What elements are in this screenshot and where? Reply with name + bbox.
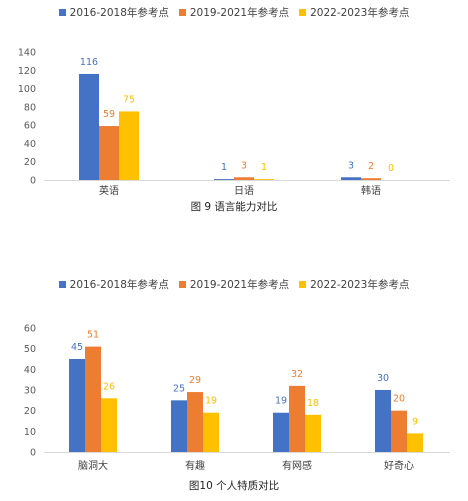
bar bbox=[391, 410, 407, 452]
category-label: 英语 bbox=[99, 184, 119, 197]
data-label: 59 bbox=[103, 109, 115, 120]
legend-item: 2022-2023年参考点 bbox=[299, 5, 409, 20]
category-label: 日语 bbox=[234, 185, 254, 197]
y-tick-label: 50 bbox=[24, 344, 36, 355]
y-tick-label: 30 bbox=[24, 386, 36, 397]
legend-label: 2016-2018年参考点 bbox=[69, 278, 169, 291]
bar bbox=[101, 398, 117, 452]
bar bbox=[99, 126, 119, 180]
bar bbox=[69, 359, 85, 452]
personal-traits-chart: 0 10 20 30 40 50 60 45 51 26 脑洞大 25 29 19 有趣 19 32 18 有网感 3… bbox=[24, 324, 450, 472]
bar bbox=[341, 177, 361, 180]
bar bbox=[375, 390, 391, 452]
chart-caption-language: 图 9 语言能力对比 bbox=[190, 201, 278, 213]
category-label: 脑洞大 bbox=[78, 459, 108, 472]
legend-swatch bbox=[178, 280, 186, 288]
data-label: 116 bbox=[80, 57, 98, 68]
y-tick-label: 40 bbox=[24, 139, 36, 150]
legend-swatch bbox=[299, 8, 307, 16]
legend-item: 2019-2021年参考点 bbox=[178, 277, 290, 292]
y-tick-label: 10 bbox=[24, 427, 36, 438]
y-tick-label: 0 bbox=[30, 448, 36, 459]
legend-swatch bbox=[58, 280, 66, 288]
data-label: 1 bbox=[221, 162, 227, 173]
bar bbox=[361, 178, 381, 180]
y-tick-label: 0 bbox=[30, 176, 36, 187]
data-label: 75 bbox=[123, 94, 135, 105]
bar bbox=[305, 414, 321, 452]
y-tick-label: 120 bbox=[18, 66, 36, 77]
category-label: 韩语 bbox=[361, 184, 381, 197]
data-label: 2 bbox=[368, 161, 374, 172]
bar bbox=[214, 179, 234, 180]
data-label: 19 bbox=[205, 396, 217, 407]
y-tick-label: 80 bbox=[24, 102, 36, 113]
y-tick-label: 60 bbox=[24, 324, 36, 335]
data-label: 1 bbox=[261, 162, 267, 173]
bar bbox=[119, 111, 139, 180]
y-tick-label: 20 bbox=[24, 157, 36, 168]
legend-label: 2022-2023年参考点 bbox=[310, 278, 410, 291]
bar bbox=[79, 73, 99, 180]
legend-swatch bbox=[58, 8, 66, 16]
legend-label: 2019-2021年参考点 bbox=[189, 6, 290, 19]
legend-item: 2016-2018年参考点 bbox=[58, 5, 169, 20]
bar bbox=[203, 412, 219, 452]
chart-legend-language: 2016-2018年参考点 2019-2021年参考点 2022-2023年参考点 bbox=[0, 4, 468, 20]
data-label: 9 bbox=[412, 416, 418, 427]
bar bbox=[171, 400, 187, 452]
y-tick-label: 60 bbox=[24, 121, 36, 132]
legend-item: 2016-2018年参考点 bbox=[58, 277, 169, 292]
category-label: 有趣 bbox=[185, 459, 205, 472]
category-label: 好奇心 bbox=[384, 459, 414, 472]
data-label: 29 bbox=[189, 375, 201, 386]
data-label: 18 bbox=[307, 398, 319, 409]
bar bbox=[234, 177, 254, 180]
legend-label: 2016-2018年参考点 bbox=[69, 6, 169, 19]
category-label: 有网感 bbox=[282, 459, 312, 472]
data-label: 45 bbox=[71, 342, 83, 353]
chart-legend-traits: 2016-2018年参考点 2019-2021年参考点 2022-2023年参考点 bbox=[0, 276, 468, 292]
legend-item: 2022-2023年参考点 bbox=[299, 277, 409, 292]
bar bbox=[273, 412, 289, 452]
legend-swatch bbox=[178, 8, 186, 16]
bar bbox=[187, 392, 203, 452]
data-label: 3 bbox=[241, 160, 247, 171]
legend-label: 2019-2021年参考点 bbox=[189, 278, 290, 291]
y-tick-label: 40 bbox=[24, 365, 36, 376]
data-label: 26 bbox=[103, 381, 115, 392]
legend-label: 2022-2023年参考点 bbox=[310, 6, 410, 19]
data-label: 25 bbox=[173, 383, 185, 394]
bar bbox=[407, 433, 423, 452]
data-label: 51 bbox=[87, 330, 99, 341]
data-label: 30 bbox=[377, 373, 389, 384]
data-label: 3 bbox=[348, 160, 354, 171]
bar bbox=[254, 179, 274, 180]
legend-item: 2019-2021年参考点 bbox=[178, 5, 290, 20]
data-label: 20 bbox=[393, 394, 405, 405]
data-label: 32 bbox=[291, 369, 303, 380]
data-label: 0 bbox=[388, 163, 394, 174]
y-tick-label: 140 bbox=[18, 48, 36, 59]
y-tick-label: 100 bbox=[18, 84, 36, 95]
legend-swatch bbox=[299, 280, 307, 288]
bar bbox=[289, 385, 305, 452]
y-tick-label: 20 bbox=[24, 406, 36, 417]
data-label: 19 bbox=[275, 396, 287, 407]
bar bbox=[85, 346, 101, 452]
chart-caption-traits: 图10 个人特质对比 bbox=[188, 480, 280, 492]
